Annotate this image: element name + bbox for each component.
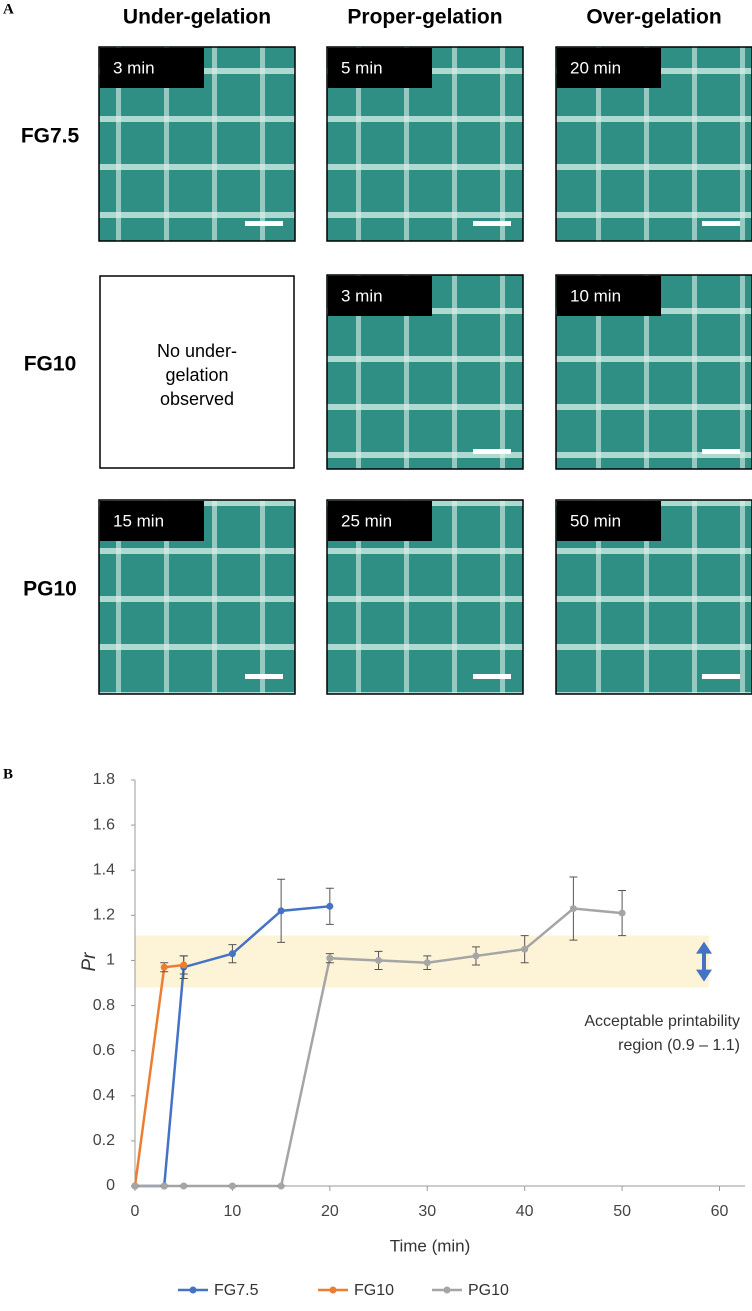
x-tick-label: 60 [711,1203,729,1220]
y-tick-label: 0.4 [93,1087,115,1104]
time-label: 5 min [341,58,383,77]
time-box [328,501,432,541]
data-point [569,905,577,913]
y-tick-label: 0.2 [93,1132,115,1149]
data-point [326,954,334,962]
time-box [557,501,661,541]
y-tick-label: 0.8 [93,997,115,1014]
empty-note: observed [160,389,234,409]
row-label: FG10 [24,353,77,376]
time-box [100,48,204,88]
data-point [228,950,236,958]
y-tick-label: 1.6 [93,816,115,833]
x-axis-label: Time (min) [390,1236,471,1255]
scale-bar [245,221,283,226]
scale-bar [702,674,740,679]
x-tick-label: 20 [321,1203,339,1220]
column-header: Proper-gelation [347,6,502,29]
data-point [131,1182,139,1190]
time-label: 3 min [113,58,155,77]
time-label: 15 min [113,511,164,530]
time-box [557,48,661,88]
legend-label: FG7.5 [214,1282,259,1299]
data-point [180,1182,188,1190]
data-point [228,1182,236,1190]
time-label: 20 min [570,58,621,77]
y-tick-label: 0 [106,1177,115,1194]
x-tick-label: 30 [418,1203,436,1220]
time-label: 10 min [570,286,621,305]
row-label: FG7.5 [21,125,80,148]
annotation: region (0.9 – 1.1) [618,1037,740,1054]
legend-label: PG10 [468,1282,509,1299]
data-point [160,963,168,971]
legend-marker [329,1286,337,1294]
scale-bar [702,221,740,226]
panel-label: B [3,766,13,782]
y-tick-label: 1.2 [93,907,115,924]
x-tick-label: 40 [516,1203,534,1220]
annotation: Acceptable printability [584,1013,740,1030]
y-tick-label: 1 [106,952,115,969]
data-point [180,961,188,969]
column-header: Over-gelation [586,6,721,29]
data-point [277,907,285,915]
column-header: Under-gelation [123,6,271,29]
scale-bar [245,674,283,679]
data-point [277,1182,285,1190]
time-box [328,48,432,88]
band-arrow [696,941,712,982]
y-tick-label: 0.6 [93,1042,115,1059]
x-tick-label: 0 [131,1203,140,1220]
panel-label: A [3,1,14,17]
row-label: PG10 [23,578,77,601]
data-point [423,959,431,967]
empty-note: gelation [165,365,228,385]
series-line [133,963,184,1187]
y-axis-label: Pr [79,952,100,972]
time-box [100,501,204,541]
time-box [557,276,661,316]
legend-marker [189,1286,197,1294]
data-point [472,952,480,960]
scale-bar [473,449,511,454]
time-label: 3 min [341,286,383,305]
legend-label: FG10 [354,1282,394,1299]
data-point [160,1182,168,1190]
data-point [375,956,383,964]
scale-bar [702,449,740,454]
data-point [326,902,334,910]
data-point [618,909,626,917]
x-tick-label: 50 [613,1203,631,1220]
legend-marker [443,1286,451,1294]
time-label: 50 min [570,511,621,530]
empty-note: No under- [157,341,237,361]
time-box [328,276,432,316]
x-tick-label: 10 [224,1203,242,1220]
empty-cell [99,275,295,469]
scale-bar [473,674,511,679]
y-tick-label: 1.4 [93,861,115,878]
y-tick-label: 1.8 [93,771,115,788]
time-label: 25 min [341,511,392,530]
data-point [521,945,529,953]
scale-bar [473,221,511,226]
